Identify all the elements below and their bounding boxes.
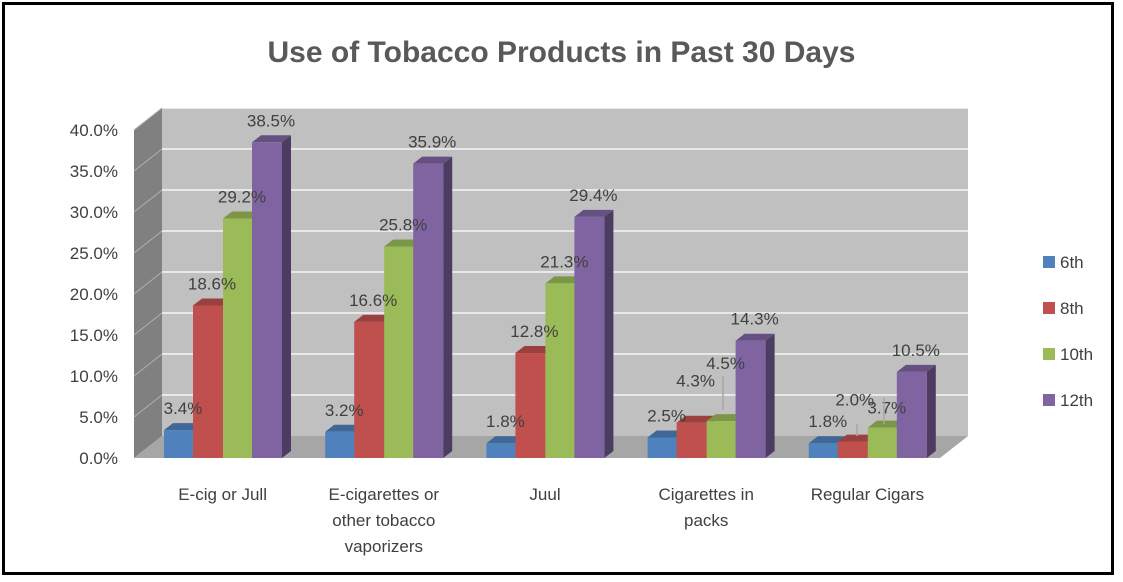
bar	[808, 443, 839, 458]
data-label: 1.8%	[808, 412, 847, 431]
bar-side	[926, 364, 936, 458]
data-labels: 3.4% 18.6% 29.2% 38.5% 3.2% 16.6% 25.8% 35.9% 1.…	[164, 111, 940, 436]
legend-label: 10th	[1060, 345, 1093, 364]
data-label: 2.5%	[647, 407, 686, 426]
data-label: 10.5%	[892, 341, 940, 360]
bar	[735, 340, 766, 458]
legend-label: 12th	[1060, 391, 1093, 410]
data-label: 14.3%	[730, 310, 778, 329]
gridline-side	[133, 394, 163, 418]
bar	[486, 443, 517, 458]
chart-title: Use of Tobacco Products in Past 30 Days	[267, 36, 856, 69]
legend-swatch	[1043, 394, 1055, 406]
y-tick-label: 40.0%	[70, 121, 118, 140]
data-label: 4.3%	[676, 372, 715, 391]
data-label: 29.2%	[218, 188, 266, 207]
data-label: 1.8%	[486, 412, 525, 431]
y-tick-label: 30.0%	[70, 203, 118, 222]
bar	[896, 371, 927, 458]
legend: 6th 8th 10th 12th	[1043, 253, 1093, 410]
legend-swatch	[1043, 302, 1055, 314]
category-label: vaporizers	[345, 537, 423, 556]
category-label: Juul	[529, 485, 560, 504]
gridline-side	[133, 107, 163, 131]
data-label: 2.0%	[835, 391, 874, 410]
category-label: Cigarettes in	[658, 485, 753, 504]
bar	[164, 430, 194, 458]
y-tick-label: 5.0%	[79, 408, 118, 427]
data-label: 35.9%	[408, 133, 456, 152]
category-label: E-cigarettes or	[329, 485, 440, 504]
y-tick-label: 15.0%	[70, 326, 118, 345]
data-label: 25.8%	[379, 215, 427, 234]
bar-top	[193, 298, 232, 306]
bar-top	[837, 434, 877, 442]
bar	[384, 246, 415, 458]
bar-top	[676, 415, 716, 423]
category-label: other tobacco	[332, 511, 435, 530]
data-label: 29.4%	[569, 186, 617, 205]
x-axis: E-cig or Jull E-cigarettes or other tobacc…	[178, 485, 924, 556]
bar	[574, 216, 605, 458]
data-label: 3.7%	[867, 399, 906, 418]
data-label: 12.8%	[510, 322, 558, 341]
bar-side	[282, 135, 291, 459]
bar	[867, 427, 898, 458]
data-label: 16.6%	[349, 291, 397, 310]
data-label: 18.6%	[188, 274, 236, 293]
bar	[647, 437, 678, 458]
category-label: packs	[684, 511, 728, 530]
gridline-side	[133, 148, 163, 172]
gridline-side	[133, 189, 163, 213]
y-tick-label: 10.0%	[70, 367, 118, 386]
bar	[545, 283, 576, 458]
bar	[223, 218, 253, 458]
y-tick-label: 0.0%	[79, 449, 118, 468]
bar	[706, 421, 737, 458]
bar-top	[515, 346, 555, 354]
bar-side	[765, 333, 775, 458]
bar-top	[252, 135, 291, 143]
bar	[515, 353, 546, 458]
bar-side	[604, 209, 614, 458]
legend-label: 8th	[1060, 299, 1084, 318]
bar-top	[413, 156, 453, 164]
gridline-side	[133, 271, 163, 295]
data-label: 21.3%	[540, 252, 588, 271]
y-axis: 0.0% 5.0% 10.0% 15.0% 20.0% 25.0% 30.0% 35.0% 40…	[70, 121, 118, 468]
data-label: 38.5%	[247, 111, 295, 130]
category-label: E-cig or Jull	[178, 485, 267, 504]
bar-top	[574, 209, 614, 217]
bar	[252, 142, 282, 459]
bar-side	[443, 156, 453, 458]
legend-swatch	[1043, 256, 1055, 268]
bar-top	[896, 364, 936, 372]
data-label: 3.4%	[164, 399, 203, 418]
gridline-side	[133, 353, 163, 377]
data-label: 3.2%	[325, 401, 364, 420]
bar	[325, 431, 356, 458]
legend-swatch	[1043, 348, 1055, 360]
bars	[164, 135, 936, 459]
bar	[676, 422, 707, 458]
bar	[837, 441, 868, 458]
y-tick-label: 25.0%	[70, 244, 118, 263]
legend-label: 6th	[1060, 253, 1084, 272]
gridline-side	[133, 230, 163, 254]
data-label: 4.5%	[706, 354, 745, 373]
category-label: Regular Cigars	[811, 485, 924, 504]
y-tick-label: 20.0%	[70, 285, 118, 304]
bar	[193, 305, 223, 458]
bar-top	[354, 314, 394, 322]
bar	[354, 321, 385, 458]
gridline-side	[133, 312, 163, 336]
bar-top	[735, 333, 775, 341]
bar	[413, 163, 444, 458]
y-tick-label: 35.0%	[70, 162, 118, 181]
